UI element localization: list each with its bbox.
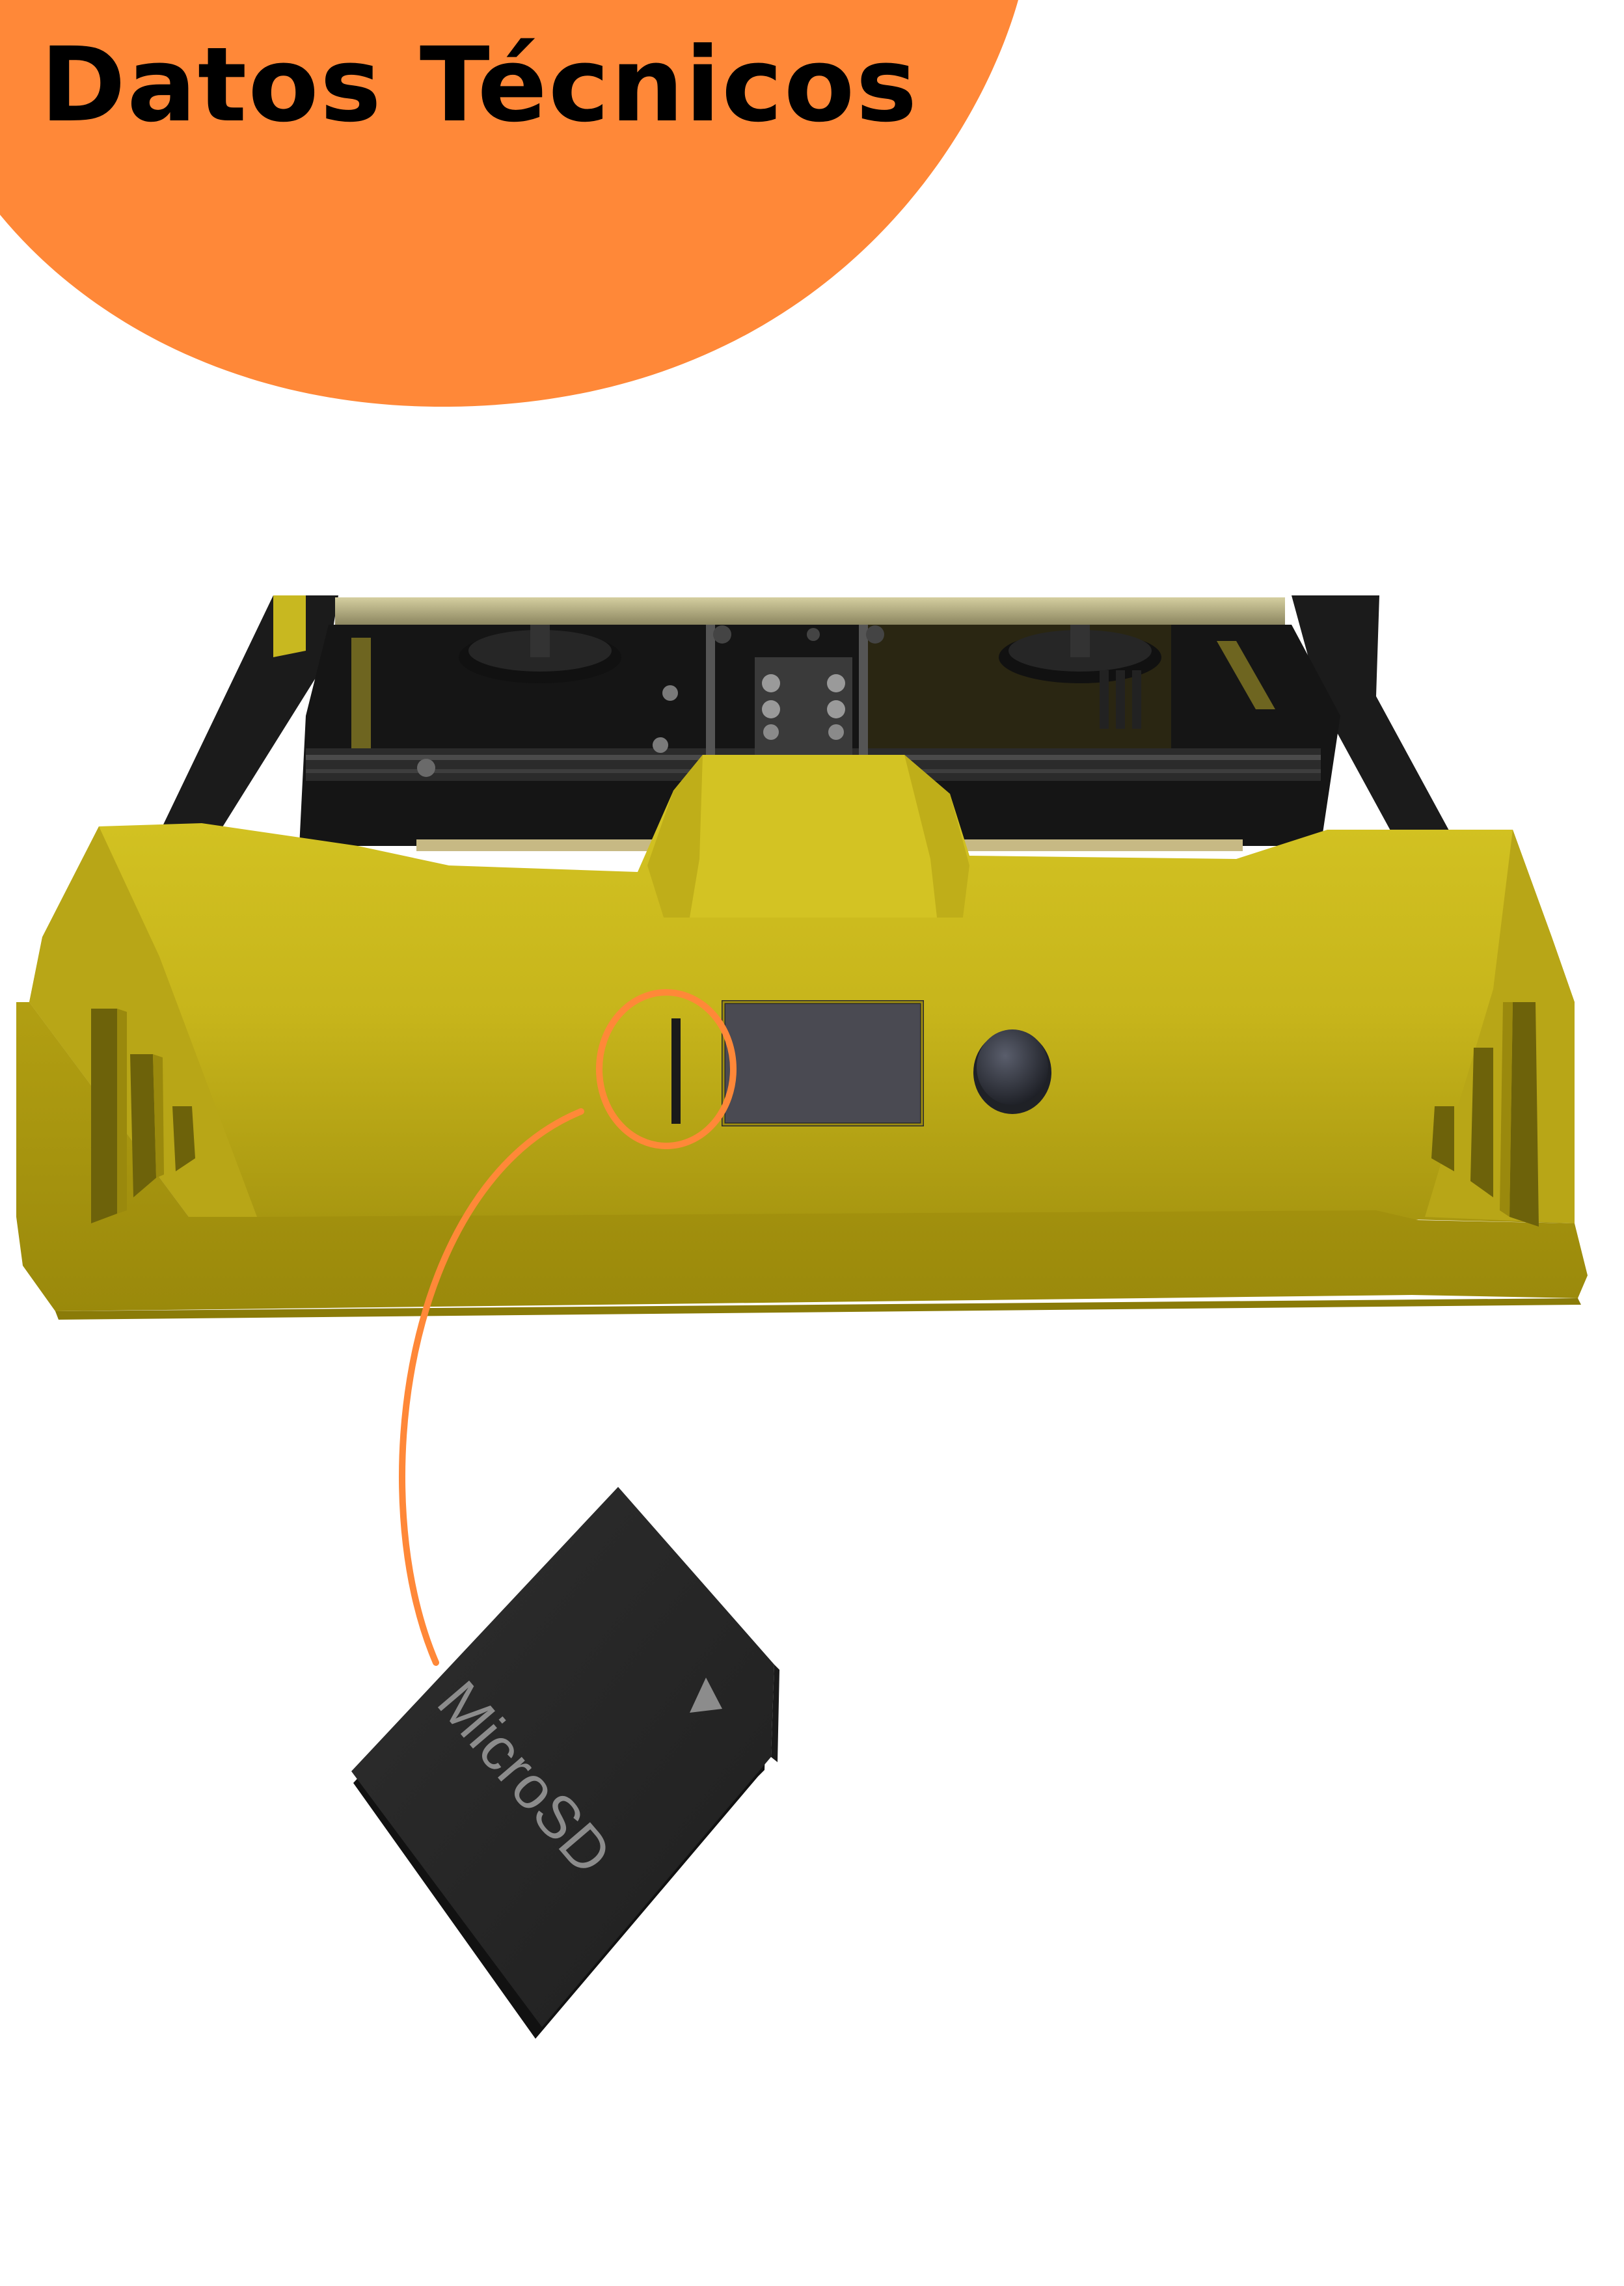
right-vents — [1431, 1002, 1539, 1227]
leveling-knob-right — [999, 625, 1161, 729]
rotary-knob-icon — [973, 1029, 1051, 1114]
header-orange-shape — [0, 0, 1018, 407]
display-screen — [722, 1000, 924, 1126]
triangle-up-icon — [690, 1678, 722, 1713]
printer-front-housing — [16, 755, 1588, 1320]
callout-line — [399, 1108, 584, 1666]
left-vents — [91, 1009, 195, 1223]
leveling-knob-left — [459, 625, 621, 683]
microsd-slot — [671, 1018, 681, 1124]
microsd-card — [351, 1487, 779, 2039]
page-title: Datos Técnicos — [40, 25, 919, 145]
slot-highlight-circle — [596, 989, 737, 1149]
